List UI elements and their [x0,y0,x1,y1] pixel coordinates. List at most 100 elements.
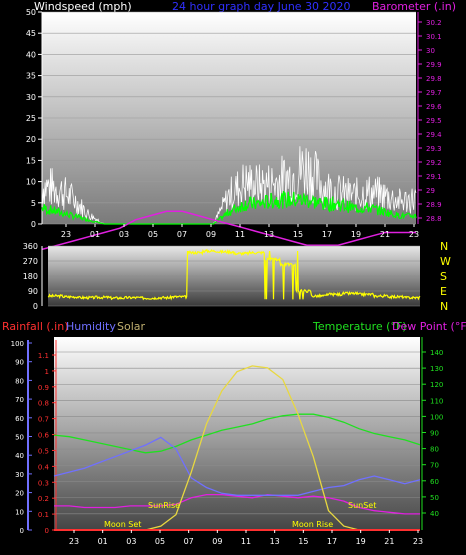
barometer-ytick-label: 29.9 [426,61,442,69]
rain-ytick-label: 0 [45,527,49,535]
wind-ytick-label: 10 [26,178,36,187]
sunrise-label: SunRise [148,501,180,510]
direction-ytick-label: 360 [23,242,38,251]
temperature-ytick-label: 70 [430,462,439,470]
wind-ytick-label: 50 [26,8,36,17]
temperature-axis: 140 130 120 110 100 90 80 70 60 50 40 [421,337,443,530]
moonrise-label: Moon Rise [292,520,333,529]
humidity-ytick-label: 20 [15,490,24,498]
temp-gridlines [54,351,420,531]
humidity-ytick-label: 50 [15,434,24,442]
wind-ytick-label: 45 [26,29,36,38]
temp-xtick-label: 19 [356,537,366,546]
wind-xtick-label: 19 [351,230,361,239]
rain-ytick-label: 0.4 [38,463,50,471]
chart-title: 24 hour graph day June 30 2020 [172,0,351,13]
barometer-ytick-label: 29.1 [426,173,442,181]
wind-ytick-label: 25 [26,114,36,123]
temp-x-axis: 23 01 03 05 07 09 11 13 15 17 19 21 23 [69,530,423,546]
temp-xtick-label: 23 [413,537,423,546]
rain-ytick-label: 0.3 [38,479,49,487]
wind-xtick-label: 05 [148,230,158,239]
rain-ytick-label: 0.5 [38,447,49,455]
barometer-right-axis: 30.2 30.1 30 29.9 29.8 29.7 29.6 29.5 29.4 29.3 29… [417,12,442,224]
wind-xtick-label: 23 [61,230,71,239]
rain-ytick-label: 1 [45,368,49,376]
direction-series [47,248,421,301]
direction-ytick-label: 270 [23,257,38,266]
sun-moon-annotations: SunRise SunSet Moon Set Moon Rise [104,501,376,529]
rain-ytick-label: 0.7 [38,416,49,424]
temperature-ytick-label: 110 [430,397,443,405]
wind-xtick-label: 01 [90,230,100,239]
barometer-ytick-label: 28.8 [426,215,442,223]
temperature-ytick-label: 60 [430,478,439,486]
wind-ytick-label: 30 [26,93,36,102]
temp-xtick-label: 05 [155,537,165,546]
compass-label: E [440,285,447,298]
humidity-line [53,436,421,496]
humidity-ytick-label: 80 [15,377,24,385]
wind-xtick-label: 13 [264,230,274,239]
wind-ytick-label: 20 [26,135,36,144]
barometer-ytick-label: 30 [426,47,435,55]
compass-label: N [440,240,448,253]
wind-ytick-label: 15 [26,156,36,165]
humidity-ytick-label: 10 [15,508,24,516]
direction-ytick-label: 90 [28,287,38,296]
wind-ytick-label: 40 [26,50,36,59]
rain-ytick-label: 0.1 [38,511,49,519]
barometer-ytick-label: 29.6 [426,103,442,111]
temp-xtick-label: 23 [69,537,79,546]
temperature-ytick-label: 130 [430,365,443,373]
wind-series [41,146,417,251]
temp-xtick-label: 13 [270,537,280,546]
wind-ytick-label: 35 [26,72,36,81]
barometer-ytick-label: 29.4 [426,131,442,139]
humidity-ytick-label: 0 [20,527,24,535]
humidity-ytick-label: 70 [15,396,24,404]
temp-xtick-label: 11 [241,537,251,546]
wind-xtick-label: 21 [380,230,390,239]
wind-xtick-label: 09 [206,230,216,239]
wind-ytick-label: 0 [31,220,36,229]
direction-line [47,248,421,301]
barometer-ytick-label: 29.8 [426,75,442,83]
sunset-label: SunSet [348,501,376,510]
barometer-ytick-label: 29.2 [426,159,442,167]
temperature-ytick-label: 80 [430,446,439,454]
dewpoint-line [54,493,420,515]
temp-xtick-label: 09 [212,537,222,546]
rain-ytick-label: 0.8 [38,400,49,408]
legend-temperature: Temperature (°F) [312,320,407,333]
windspeed-label: Windspeed (mph) [34,0,132,13]
wind-xtick-label: 23 [409,230,419,239]
barometer-ytick-label: 30.1 [426,33,442,41]
wind-ytick-label: 5 [31,199,36,208]
direction-ytick-label: 0 [33,302,38,311]
temp-xtick-label: 15 [298,537,308,546]
wind-xtick-label: 11 [235,230,245,239]
wind-xtick-label: 07 [177,230,187,239]
temperature-ytick-label: 40 [430,510,439,518]
humidity-ytick-label: 60 [15,415,24,423]
barometer-ytick-label: 29.5 [426,117,442,125]
temperature-ytick-label: 140 [430,349,443,357]
temp-xtick-label: 03 [126,537,136,546]
direction-ytick-label: 180 [23,272,38,281]
temp-xtick-label: 17 [327,537,337,546]
compass-label: W [440,255,451,268]
barometer-ytick-label: 29.7 [426,89,442,97]
humidity-ytick-label: 40 [15,452,24,460]
barometer-label: Barometer (.in) [372,0,456,13]
compass-label: S [440,270,447,283]
barometer-ytick-label: 29 [426,187,435,195]
legend-humidity: Humidity [66,320,116,333]
temp-xtick-label: 01 [98,537,108,546]
rain-ytick-label: 0.9 [38,384,49,392]
temperature-ytick-label: 50 [430,494,439,502]
legend-rainfall: Rainfall (.in) [2,320,69,333]
